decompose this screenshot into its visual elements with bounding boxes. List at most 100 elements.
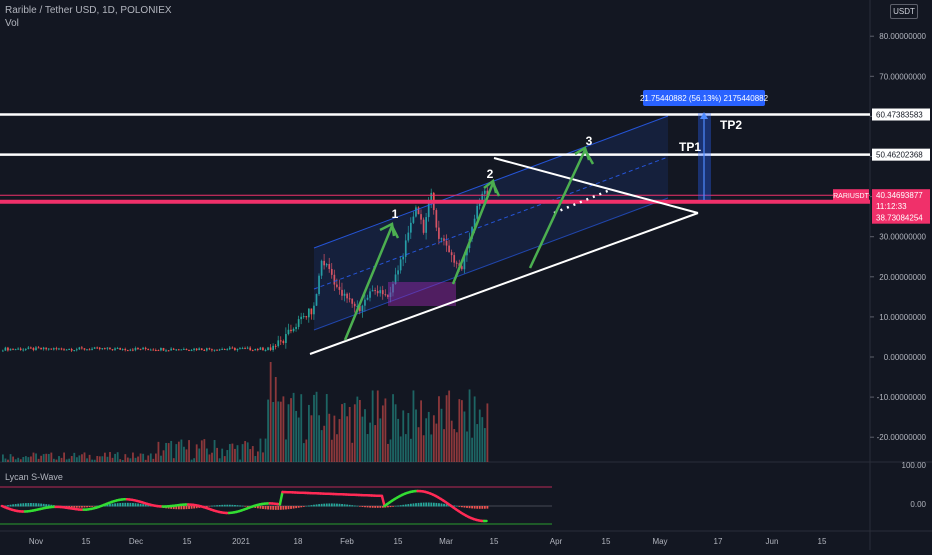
volume-bar xyxy=(265,439,267,462)
candle xyxy=(22,350,24,351)
y-tick-label: 30.00000000 xyxy=(879,233,926,242)
candle xyxy=(226,349,228,350)
wave-bar xyxy=(135,503,137,506)
candle xyxy=(232,348,234,349)
volume-bar xyxy=(244,441,246,462)
volume-bar xyxy=(476,424,478,462)
volume-bar xyxy=(196,444,198,462)
wave-bar xyxy=(298,506,300,508)
candle xyxy=(68,349,70,350)
candle xyxy=(63,349,65,350)
volume-bar xyxy=(239,460,241,462)
candle xyxy=(45,348,47,350)
wave-bar xyxy=(458,506,460,507)
candle xyxy=(122,349,124,350)
volume-bar xyxy=(137,457,139,462)
volume-bar xyxy=(418,427,420,462)
volume-bar xyxy=(219,458,221,462)
volume-bar xyxy=(334,416,336,462)
volume-bar xyxy=(364,409,366,462)
wave-bar xyxy=(300,506,302,507)
candle xyxy=(196,349,198,350)
candle xyxy=(165,350,167,351)
candle xyxy=(127,350,129,351)
volume-bar xyxy=(441,409,443,462)
volume-bar xyxy=(160,456,162,462)
candle xyxy=(175,349,177,350)
candle xyxy=(239,348,241,349)
wave-bar xyxy=(339,504,341,507)
volume-bar xyxy=(43,454,45,462)
wave-bar xyxy=(232,505,234,507)
volume-bar xyxy=(321,430,323,462)
volume-bar xyxy=(323,426,325,462)
candle xyxy=(298,319,300,327)
volume-bar xyxy=(73,453,75,462)
volume-bar xyxy=(262,452,264,462)
volume-bar xyxy=(448,391,450,462)
volume-bar xyxy=(224,456,226,462)
wave-bar xyxy=(359,506,361,507)
volume-bar xyxy=(5,459,7,462)
candle xyxy=(203,350,205,351)
wave-bar xyxy=(321,504,323,507)
wave-bar xyxy=(283,506,285,510)
volume-bar xyxy=(2,454,4,462)
volume-bar xyxy=(461,400,463,462)
volume-bar xyxy=(453,429,455,462)
wave-bar xyxy=(428,503,430,507)
x-tick-label: 15 xyxy=(602,537,611,546)
wave-bar xyxy=(295,506,297,508)
volume-bar xyxy=(272,402,274,462)
candle xyxy=(15,349,17,350)
volume-bar xyxy=(464,411,466,462)
x-tick-label: 17 xyxy=(714,537,723,546)
wave-bar xyxy=(313,505,315,507)
candle xyxy=(170,349,172,351)
x-tick-label: Feb xyxy=(340,537,354,546)
volume-bar xyxy=(163,450,165,462)
volume-bar xyxy=(79,455,81,462)
volume-bar xyxy=(481,417,483,462)
volume-bar xyxy=(112,458,114,462)
candle xyxy=(25,349,27,350)
wave-bar xyxy=(479,506,481,509)
candle xyxy=(193,349,195,350)
volume-bar xyxy=(354,404,356,462)
volume-bar xyxy=(410,439,412,462)
volume-bar xyxy=(209,454,211,462)
candle xyxy=(96,347,98,348)
volume-bar xyxy=(173,458,175,462)
volume-bar xyxy=(387,444,389,462)
wave-bar xyxy=(413,503,415,506)
volume-bar xyxy=(318,415,320,462)
volume-bar xyxy=(293,393,295,462)
volume-bar xyxy=(20,459,22,462)
candle xyxy=(267,347,269,350)
volume-bar xyxy=(181,440,183,462)
candle xyxy=(101,348,103,349)
volume-bar xyxy=(101,456,103,462)
volume-bar xyxy=(456,432,458,462)
volume-bar xyxy=(474,396,476,462)
currency-button[interactable]: USDT xyxy=(890,4,918,19)
volume-bar xyxy=(438,396,440,462)
y-tick-label: 80.00000000 xyxy=(879,32,926,41)
y-tick-label: 0.00000000 xyxy=(884,353,927,362)
wave-bar xyxy=(270,506,272,510)
candle xyxy=(99,348,101,349)
x-tick-label: 15 xyxy=(82,537,91,546)
candle xyxy=(158,350,160,351)
wave-bar xyxy=(132,503,134,506)
candle xyxy=(86,349,88,350)
wave-bar xyxy=(76,506,78,508)
candle xyxy=(173,349,175,350)
candle xyxy=(206,348,208,350)
wave-bar xyxy=(219,505,221,506)
wave-bar xyxy=(285,506,287,509)
wave-bar xyxy=(425,503,427,507)
wave-bar xyxy=(441,503,443,506)
volume-bar xyxy=(53,459,55,462)
